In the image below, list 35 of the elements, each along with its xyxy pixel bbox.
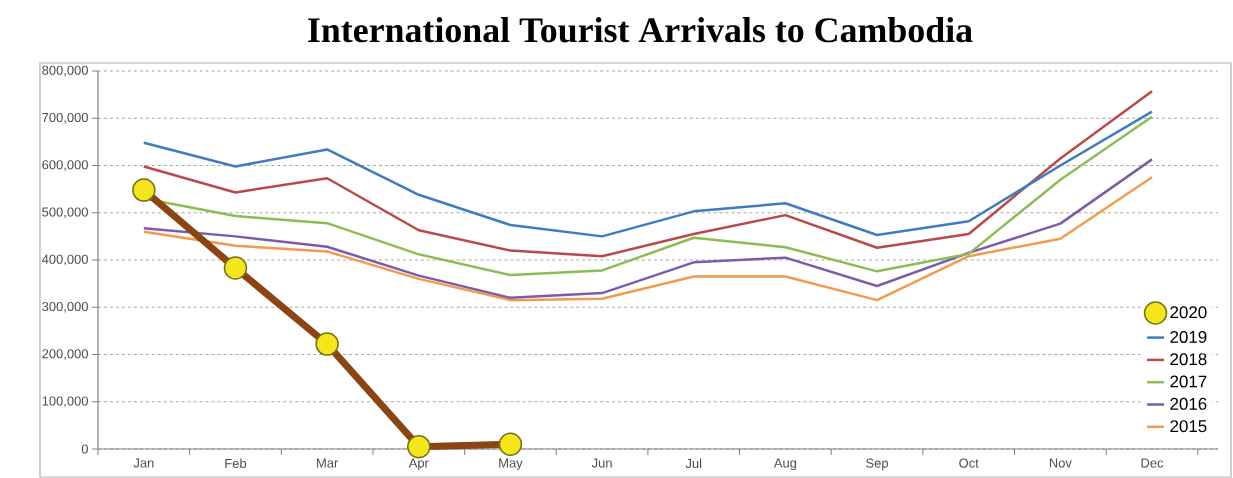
legend-label: 2020 bbox=[1170, 306, 1207, 319]
x-tick-label: Feb bbox=[225, 458, 247, 469]
legend-label: 2018 bbox=[1170, 353, 1207, 366]
x-tick-label: Nov bbox=[1049, 458, 1072, 468]
x-tick-label: Apr bbox=[408, 458, 429, 471]
y-tick-label: 200,000 bbox=[42, 349, 88, 360]
y-tick-label: 400,000 bbox=[41, 254, 88, 266]
y-tick-label: 800,000 bbox=[42, 65, 88, 77]
y-tick-label: 300,000 bbox=[42, 301, 88, 313]
legend-label: 2015 bbox=[1170, 420, 1207, 433]
point bbox=[315, 332, 339, 356]
y-tick-label: 100,000 bbox=[42, 396, 88, 408]
chart-title: International Tourist Arrivals to Cambodia bbox=[308, 17, 973, 43]
legend-label: 2016 bbox=[1170, 397, 1207, 410]
x-tick-label: Aug bbox=[773, 458, 797, 471]
y-tick-label: 700,000 bbox=[42, 112, 88, 124]
x-tick-label: Dec bbox=[1141, 458, 1164, 468]
x-tick-label: Mar bbox=[317, 458, 339, 468]
x-tick-label: Oct bbox=[959, 458, 979, 468]
line-series bbox=[142, 90, 1154, 258]
y-tick-label: 0 bbox=[81, 444, 88, 454]
legend-label: 2017 bbox=[1170, 375, 1207, 388]
x-tick-label: May bbox=[499, 458, 523, 471]
x-tick-label: Jan bbox=[133, 458, 154, 468]
point bbox=[498, 432, 523, 457]
y-tick-label: 500,000 bbox=[42, 207, 88, 219]
x-tick-label: Jul bbox=[685, 458, 702, 469]
legend-label: 2019 bbox=[1170, 330, 1207, 343]
point bbox=[132, 178, 156, 202]
x-tick-label: Sep bbox=[866, 458, 889, 471]
x-tick-label: Jun bbox=[591, 458, 612, 468]
line-series bbox=[142, 110, 1154, 238]
point bbox=[407, 434, 431, 459]
y-tick-label: 600,000 bbox=[42, 160, 88, 171]
point bbox=[223, 256, 248, 280]
